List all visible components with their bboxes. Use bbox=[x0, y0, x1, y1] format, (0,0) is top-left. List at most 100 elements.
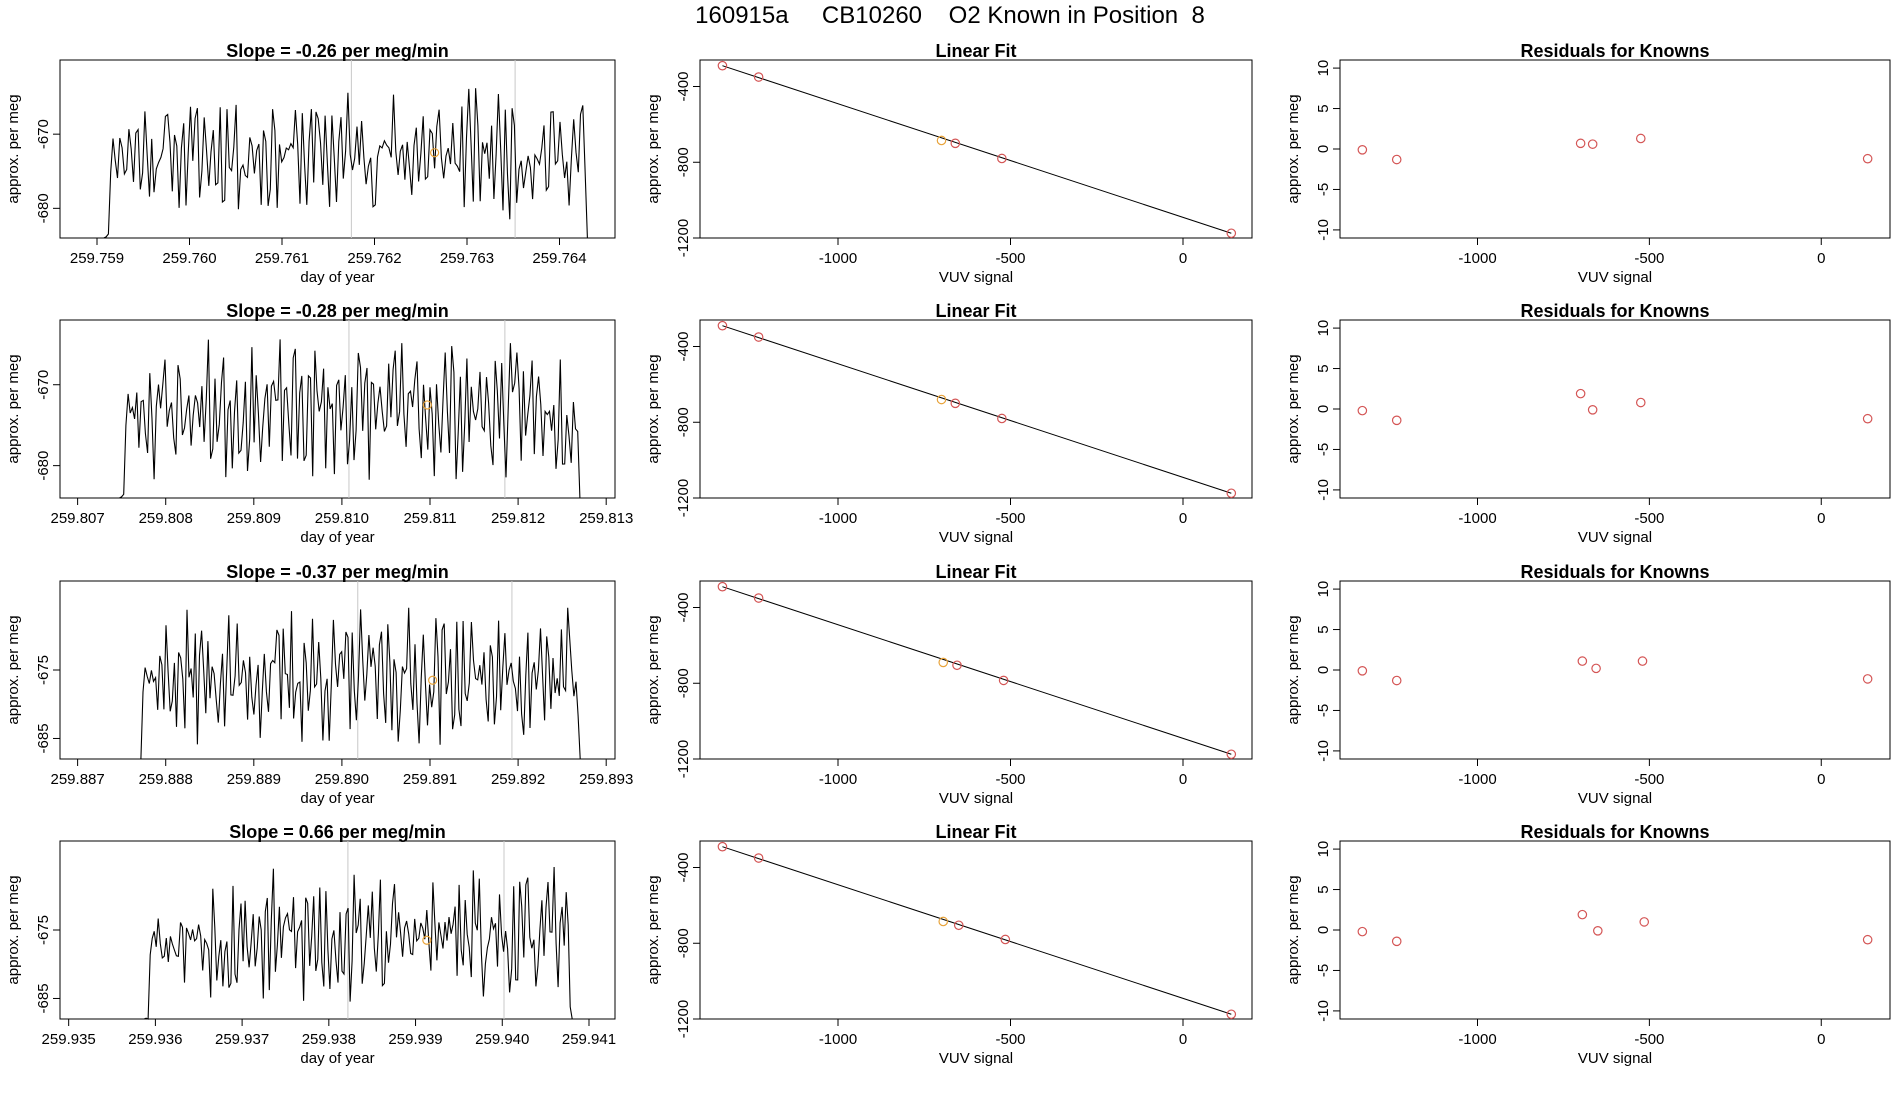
known-point bbox=[717, 581, 728, 592]
known-point bbox=[1635, 397, 1646, 408]
x-tick-label: -500 bbox=[995, 510, 1025, 527]
known-point bbox=[1000, 934, 1011, 945]
sample-point bbox=[938, 916, 949, 927]
y-tick-label: -10 bbox=[1315, 219, 1332, 241]
y-tick-label: -685 bbox=[35, 723, 52, 753]
y-axis-label: approx. per meg bbox=[1285, 94, 1302, 203]
y-tick-label: -800 bbox=[675, 668, 692, 698]
known-point bbox=[997, 153, 1007, 164]
x-tick-label: 259.893 bbox=[579, 771, 633, 788]
sample-marker bbox=[428, 675, 438, 685]
x-tick-label: -1000 bbox=[819, 1031, 857, 1048]
x-tick-label: 0 bbox=[1179, 771, 1187, 788]
x-axis-label: VUV signal bbox=[1578, 1050, 1652, 1067]
x-axis-label: VUV signal bbox=[939, 269, 1013, 286]
x-tick-label: 259.937 bbox=[215, 1031, 269, 1048]
y-axis-label: approx. per meg bbox=[5, 94, 22, 203]
known-point bbox=[1575, 138, 1586, 149]
plot-frame bbox=[699, 580, 1253, 760]
y-tick-label: -400 bbox=[675, 331, 692, 361]
known-point bbox=[1357, 405, 1368, 416]
x-tick-label: 259.887 bbox=[51, 771, 105, 788]
y-tick-label: 0 bbox=[1315, 666, 1332, 674]
known-point bbox=[753, 853, 764, 863]
page-title: 160915a CB10260 O2 Known in Position 8 bbox=[695, 2, 1205, 29]
y-tick-label: 5 bbox=[1315, 625, 1332, 633]
plot-frame bbox=[699, 319, 1253, 499]
x-tick-label: 259.763 bbox=[440, 250, 494, 267]
known-point bbox=[753, 72, 764, 82]
fit-line bbox=[722, 846, 1232, 1015]
known-point bbox=[1226, 1009, 1237, 1020]
plot-frame bbox=[1339, 840, 1891, 1020]
plot-title: Linear Fit bbox=[935, 822, 1016, 842]
known-point bbox=[1575, 388, 1586, 399]
known-point bbox=[1635, 133, 1646, 144]
y-axis-label: approx. per meg bbox=[5, 875, 22, 984]
x-tick-label: -1000 bbox=[819, 771, 857, 788]
y-tick-label: -670 bbox=[35, 119, 52, 149]
known-point bbox=[1226, 488, 1237, 499]
x-tick-label: 259.938 bbox=[302, 1031, 356, 1048]
plot-title: Residuals for Knowns bbox=[1520, 822, 1709, 842]
x-tick-label: -1000 bbox=[819, 510, 857, 527]
plot-frame bbox=[699, 840, 1253, 1020]
x-tick-label: 259.809 bbox=[227, 510, 281, 527]
sample-marker bbox=[422, 400, 432, 410]
y-tick-label: -675 bbox=[35, 655, 52, 685]
x-axis-label: VUV signal bbox=[939, 529, 1013, 546]
y-tick-label: 0 bbox=[1315, 405, 1332, 413]
x-tick-label: 259.764 bbox=[532, 250, 586, 267]
x-tick-label: 259.939 bbox=[388, 1031, 442, 1048]
x-axis-label: day of year bbox=[300, 269, 374, 286]
y-tick-label: -10 bbox=[1315, 479, 1332, 501]
plot-title: Linear Fit bbox=[935, 562, 1016, 582]
known-point bbox=[1391, 415, 1402, 426]
x-tick-label: -1000 bbox=[1458, 250, 1496, 267]
y-tick-label: -675 bbox=[35, 915, 52, 945]
known-point bbox=[1391, 154, 1402, 165]
x-tick-label: 0 bbox=[1817, 510, 1825, 527]
x-tick-label: 259.889 bbox=[227, 771, 281, 788]
x-axis-label: day of year bbox=[300, 529, 374, 546]
x-tick-label: 259.811 bbox=[403, 510, 456, 527]
known-point bbox=[998, 675, 1009, 686]
x-tick-label: 259.813 bbox=[579, 510, 633, 527]
x-axis-label: VUV signal bbox=[1578, 269, 1652, 286]
y-tick-label: -400 bbox=[675, 71, 692, 101]
plot-title: Linear Fit bbox=[935, 301, 1016, 321]
plot-frame bbox=[59, 580, 616, 760]
y-tick-label: 0 bbox=[1315, 926, 1332, 934]
known-point bbox=[997, 413, 1007, 424]
plot-frame bbox=[59, 59, 616, 239]
x-tick-label: -1000 bbox=[1458, 1031, 1496, 1048]
plot-title: Linear Fit bbox=[935, 41, 1016, 61]
y-tick-label: -670 bbox=[35, 370, 52, 400]
plot-title: Residuals for Knowns bbox=[1520, 562, 1709, 582]
x-tick-label: -500 bbox=[995, 1031, 1025, 1048]
y-tick-label: -400 bbox=[675, 592, 692, 622]
known-point bbox=[1593, 926, 1603, 936]
x-tick-label: -500 bbox=[1634, 771, 1664, 788]
x-tick-label: 259.891 bbox=[403, 771, 457, 788]
x-tick-label: 259.808 bbox=[139, 510, 193, 527]
known-point bbox=[1587, 405, 1598, 415]
y-tick-label: -1200 bbox=[675, 1000, 692, 1038]
y-axis-label: approx. per meg bbox=[645, 615, 662, 724]
plot-title: Residuals for Knowns bbox=[1520, 41, 1709, 61]
y-tick-label: 0 bbox=[1315, 145, 1332, 153]
known-point bbox=[952, 660, 962, 671]
plot-frame bbox=[699, 59, 1253, 239]
x-tick-label: -1000 bbox=[1458, 510, 1496, 527]
plot-title: Slope = -0.28 per meg/min bbox=[226, 301, 449, 321]
sample-marker bbox=[422, 935, 432, 945]
plot-title: Residuals for Knowns bbox=[1520, 301, 1709, 321]
y-tick-label: -10 bbox=[1315, 740, 1332, 762]
y-axis-label: approx. per meg bbox=[645, 875, 662, 984]
known-point bbox=[753, 593, 764, 603]
timeseries-trace bbox=[112, 339, 589, 499]
y-tick-label: -1200 bbox=[675, 219, 692, 257]
x-tick-label: 259.941 bbox=[562, 1031, 616, 1048]
known-point bbox=[950, 398, 961, 409]
plot-title: Slope = 0.66 per meg/min bbox=[229, 822, 446, 842]
